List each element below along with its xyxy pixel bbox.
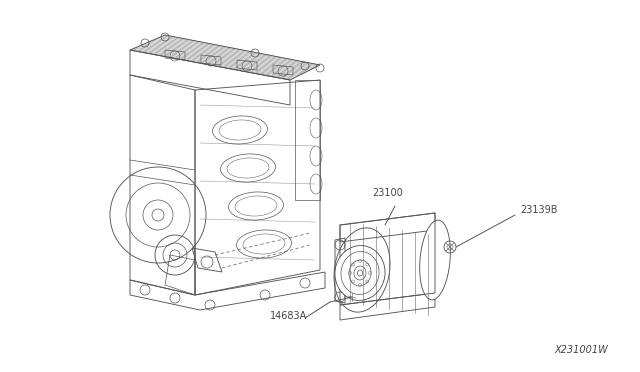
Ellipse shape (341, 251, 379, 295)
Ellipse shape (354, 266, 366, 280)
Text: X231001W: X231001W (554, 345, 608, 355)
Ellipse shape (335, 246, 385, 301)
Text: 14683A: 14683A (270, 311, 307, 321)
Ellipse shape (420, 220, 451, 300)
Ellipse shape (349, 260, 371, 286)
Text: 23139B: 23139B (520, 205, 557, 215)
Ellipse shape (334, 228, 390, 312)
Text: 23100: 23100 (372, 188, 403, 198)
